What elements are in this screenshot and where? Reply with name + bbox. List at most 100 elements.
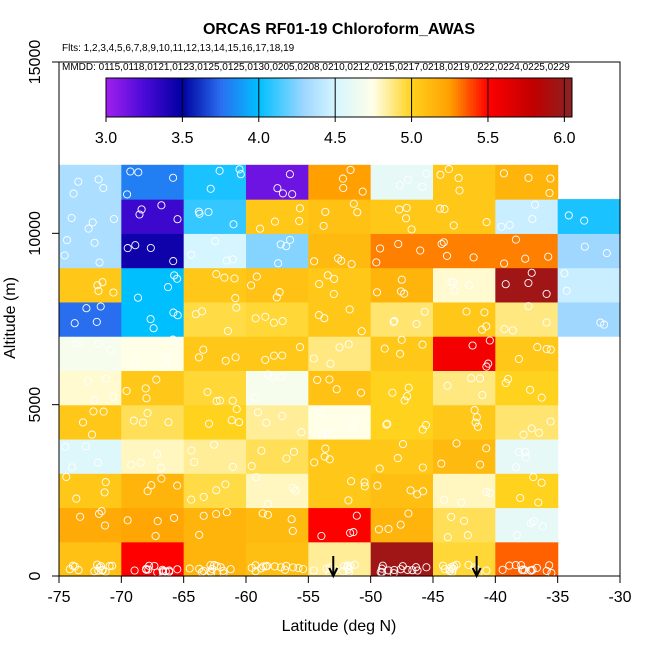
colorbar-segment <box>222 78 226 117</box>
colorbar-segment <box>515 78 519 117</box>
colorbar-segment <box>313 78 317 117</box>
colorbar-segment <box>269 78 273 117</box>
colorbar-segment <box>465 78 469 117</box>
heatmap-cell <box>433 404 496 440</box>
colorbar-segment <box>520 78 524 117</box>
heatmap-cell <box>121 370 185 406</box>
x-tick-label: -75 <box>47 589 70 606</box>
sample-point <box>530 200 540 209</box>
sample-point <box>560 269 569 278</box>
sample-point <box>269 318 278 327</box>
colorbar-segment <box>408 78 412 117</box>
sample-point <box>94 286 103 295</box>
colorbar-segment <box>225 78 229 117</box>
colorbar-segment <box>406 78 410 117</box>
heatmap-cell <box>246 541 309 577</box>
sample-point <box>545 561 554 570</box>
colorbar-segment <box>458 78 462 117</box>
heatmap-cell <box>308 438 372 474</box>
sample-point <box>388 388 397 397</box>
sample-point <box>295 204 304 213</box>
colorbar-segment <box>416 78 420 117</box>
x-tick-label: -55 <box>297 589 320 606</box>
sample-point <box>500 259 509 268</box>
plot-frame <box>58 61 621 577</box>
heatmap-cell <box>121 507 185 543</box>
sample-point <box>231 294 240 303</box>
sample-point <box>499 169 508 178</box>
y-tick-label: 5000 <box>27 387 44 423</box>
sample-point <box>390 317 399 326</box>
colorbar-segment <box>385 78 389 117</box>
heatmap-cell <box>121 404 185 440</box>
sample-point <box>421 421 430 430</box>
sample-point <box>440 564 449 574</box>
colorbar-segment <box>230 78 234 117</box>
colorbar-segment <box>375 78 379 117</box>
sample-point <box>278 351 287 360</box>
heatmap-cell <box>433 301 496 337</box>
sample-point <box>263 510 272 519</box>
sample-point <box>99 183 108 193</box>
heatmap-cell <box>370 370 434 406</box>
sample-point <box>287 515 296 524</box>
sample-point <box>288 526 297 535</box>
colorbar-segment <box>320 78 324 117</box>
sample-point <box>472 413 481 422</box>
heatmap-cell <box>246 473 309 509</box>
sample-point <box>396 349 405 358</box>
colorbar-segment <box>429 78 433 117</box>
sample-point <box>187 495 196 504</box>
sample-point <box>375 464 384 473</box>
colorbar-segment <box>499 78 503 117</box>
heatmap-cell <box>495 336 559 371</box>
heatmap-cell <box>308 301 372 337</box>
colorbar-segment <box>383 78 387 117</box>
sample-point <box>344 565 353 574</box>
sample-point <box>90 238 99 247</box>
sample-point <box>449 278 458 287</box>
sample-point <box>443 533 452 542</box>
colorbar-segment <box>432 78 436 117</box>
heatmap-cell <box>121 301 185 337</box>
sample-point <box>95 563 104 572</box>
sample-point <box>173 311 182 320</box>
sample-point <box>376 244 385 253</box>
sample-point <box>420 307 429 316</box>
sample-point <box>87 430 97 439</box>
sample-point <box>99 407 108 416</box>
sample-point <box>228 462 237 471</box>
sample-point <box>524 302 533 311</box>
sample-point <box>383 419 392 428</box>
sample-point <box>511 561 520 570</box>
sample-point <box>347 477 356 486</box>
colorbar-segment <box>284 78 288 117</box>
colorbar-segment <box>489 78 493 117</box>
sample-point <box>299 564 308 574</box>
colorbar-segment <box>201 78 205 117</box>
sample-point <box>228 396 237 405</box>
colorbar-segment <box>175 78 179 117</box>
colorbar-segment <box>543 78 547 117</box>
x-tick-label: -50 <box>359 589 382 606</box>
sample-point <box>137 205 146 214</box>
sample-point <box>94 175 103 184</box>
colorbar-segment <box>162 78 167 117</box>
sample-point <box>149 324 158 333</box>
colorbar-segment <box>147 78 151 117</box>
sample-point <box>231 353 240 362</box>
sample-point <box>278 189 287 198</box>
heatmap-cell <box>370 199 434 234</box>
x-tick-label: -35 <box>546 589 569 606</box>
sample-point <box>360 478 369 487</box>
colorbar-segment <box>556 78 560 117</box>
sample-point <box>126 167 135 176</box>
sample-point <box>123 516 132 525</box>
colorbar-segment <box>349 78 353 117</box>
heatmap-cell <box>59 164 122 200</box>
colorbar-segment <box>191 78 195 117</box>
heatmap-cell <box>308 164 372 200</box>
sample-point <box>261 355 270 364</box>
sample-point <box>393 454 402 463</box>
